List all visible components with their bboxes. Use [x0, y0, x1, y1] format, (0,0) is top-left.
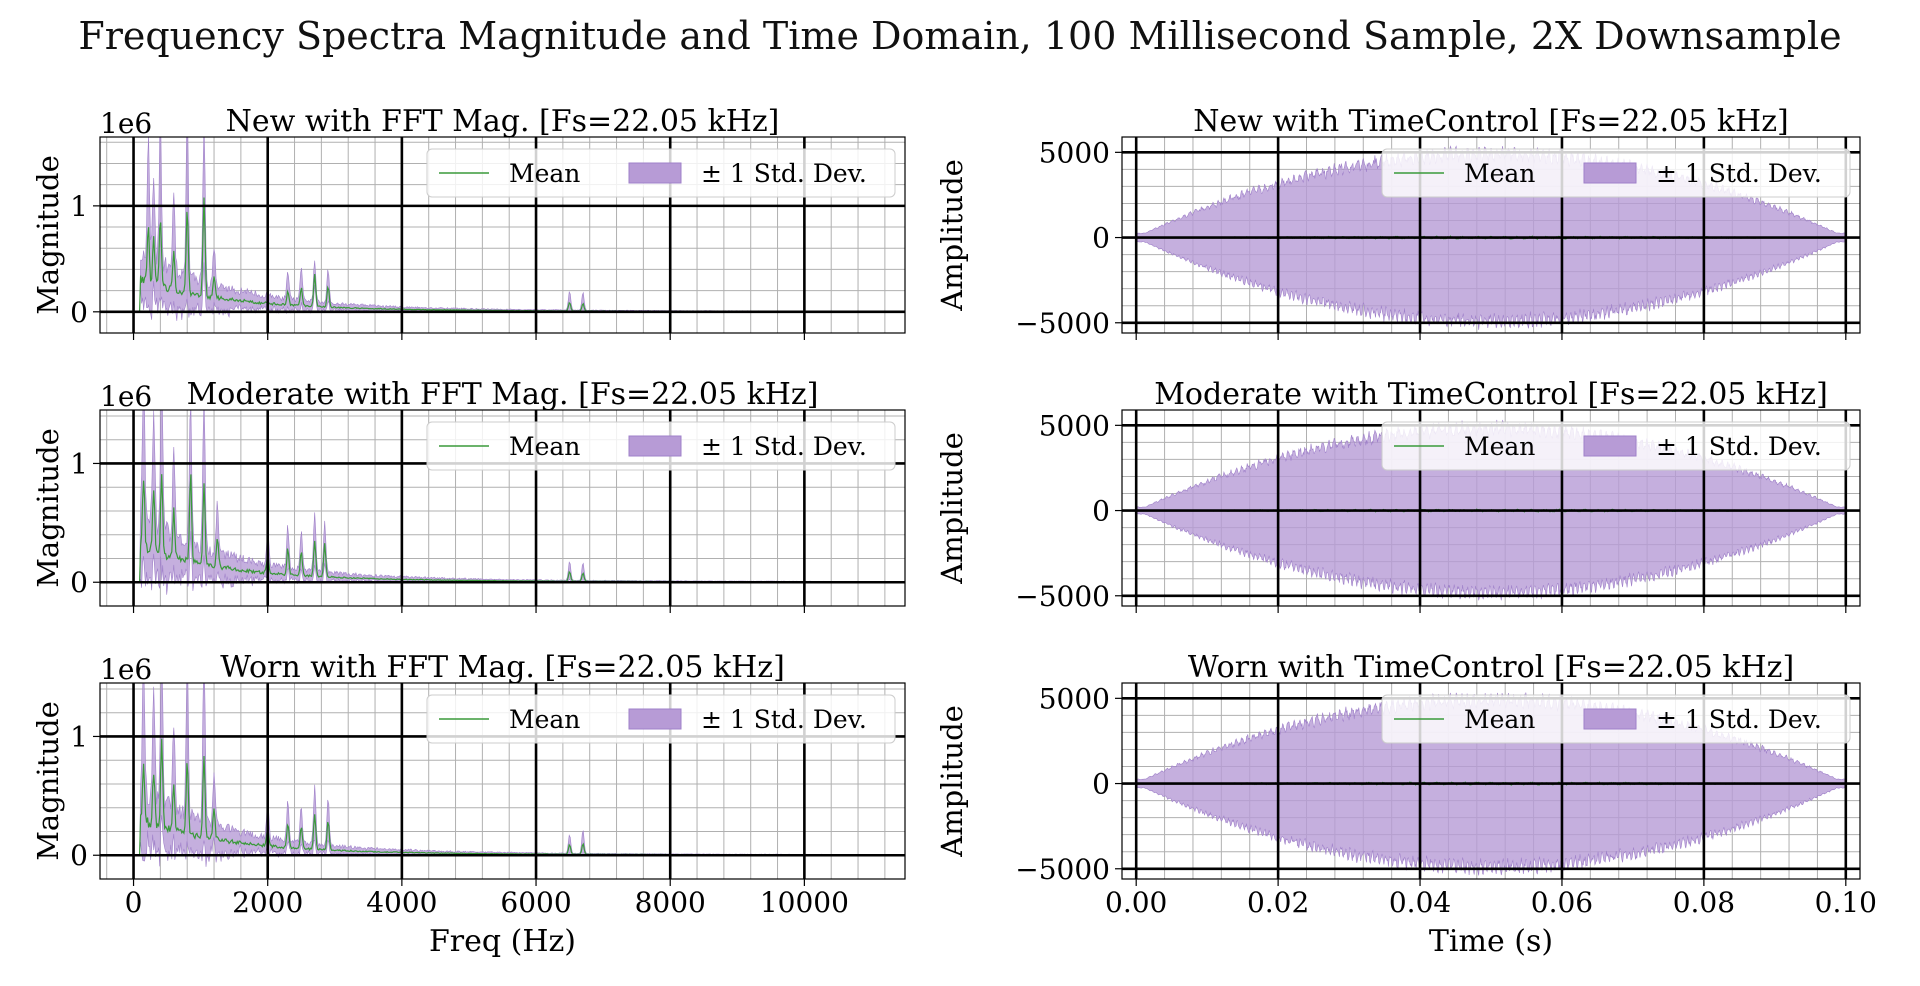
subplot-title: New with TimeControl [Fs=22.05 kHz] [1193, 104, 1788, 139]
x-tick-label: 0 [125, 886, 143, 919]
subplot-title: New with FFT Mag. [Fs=22.05 kHz] [226, 104, 780, 139]
axes-frame [99, 136, 906, 334]
legend: Mean ± 1 Std. Dev. [1381, 421, 1851, 471]
x-tick-label: 6000 [500, 886, 571, 919]
legend-std-label: ± 1 Std. Dev. [1656, 432, 1822, 461]
y-tick-label: 1 [70, 190, 88, 223]
legend-mean-label: Mean [509, 705, 580, 734]
legend-std-label: ± 1 Std. Dev. [1656, 159, 1822, 188]
legend-std-swatch [628, 435, 682, 457]
subplot-fft-moderate: 0 1 1e6 Moderate with FFT Mag. [Fs=22.05 kH… [31, 377, 906, 613]
figure-suptitle: Frequency Spectra Magnitude and Time Dom… [78, 14, 1842, 58]
x-tick-label: 2000 [232, 886, 303, 919]
legend-std-swatch [628, 162, 682, 184]
legend-mean-label: Mean [1464, 705, 1535, 734]
legend-mean-label: Mean [1464, 432, 1535, 461]
legend-std-swatch [1583, 708, 1637, 730]
subplot-time-new: −5000 0 5000 New with TimeControl [Fs=22.05… [935, 104, 1861, 340]
y-axis-label: Amplitude [935, 705, 969, 858]
y-offset-text: 1e6 [100, 107, 152, 140]
subplot-title: Moderate with FFT Mag. [Fs=22.05 kHz] [187, 377, 819, 412]
axes-frame [99, 682, 906, 880]
x-tick-label: 8000 [635, 886, 706, 919]
y-tick-label: 5000 [1039, 682, 1110, 715]
y-tick-label: 5000 [1039, 409, 1110, 442]
legend: Mean ± 1 Std. Dev. [1381, 694, 1851, 744]
axes-frame [99, 409, 906, 607]
legend-std-label: ± 1 Std. Dev. [701, 159, 867, 188]
y-axis-label: Magnitude [31, 155, 65, 315]
x-tick-label: 0.08 [1673, 886, 1735, 919]
legend-mean-label: Mean [509, 432, 580, 461]
y-axis-label: Amplitude [935, 432, 969, 585]
subplot-title: Worn with TimeControl [Fs=22.05 kHz] [1188, 650, 1794, 685]
y-offset-text: 1e6 [100, 653, 152, 686]
y-axis-label: Magnitude [31, 701, 65, 861]
legend-std-swatch [1583, 162, 1637, 184]
y-offset-text: 1e6 [100, 380, 152, 413]
legend: Mean ± 1 Std. Dev. [426, 421, 896, 471]
x-tick-label: 0.00 [1105, 886, 1167, 919]
legend-mean-label: Mean [1464, 159, 1535, 188]
y-tick-label: 0 [1092, 768, 1110, 801]
subplot-fft-worn: 0 2000 4000 6000 8000 10000 0 1 1e6 Worn with FFT… [31, 650, 906, 959]
y-tick-label: 0 [70, 839, 88, 872]
legend: Mean ± 1 Std. Dev. [1381, 148, 1851, 198]
y-tick-label: 5000 [1039, 136, 1110, 169]
legend-std-label: ± 1 Std. Dev. [1656, 705, 1822, 734]
y-tick-label: 0 [1092, 495, 1110, 528]
legend-std-swatch [1583, 435, 1637, 457]
grid-major [1122, 410, 1860, 606]
x-tick-label: 10000 [760, 886, 849, 919]
x-tick-label: 4000 [366, 886, 437, 919]
legend: Mean ± 1 Std. Dev. [426, 694, 896, 744]
y-tick-label: 1 [70, 720, 88, 753]
y-tick-label: 0 [70, 566, 88, 599]
legend-std-swatch [628, 708, 682, 730]
subplot-fft-new: 0 1 1e6 New with FFT Mag. [Fs=22.05 kHz] Mag… [31, 104, 906, 340]
subplot-time-worn: 0.00 0.02 0.04 0.06 0.08 0.10 −5000 0 5000 Worn w… [935, 650, 1877, 959]
legend: Mean ± 1 Std. Dev. [426, 148, 896, 198]
x-axis-label: Freq (Hz) [429, 924, 576, 959]
legend-std-label: ± 1 Std. Dev. [701, 705, 867, 734]
y-axis-label: Amplitude [935, 159, 969, 312]
axes-frame [1121, 136, 1861, 334]
y-tick-label: −5000 [1015, 853, 1110, 886]
x-axis-label: Time (s) [1429, 924, 1553, 959]
axes-frame [1121, 682, 1861, 880]
x-tick-label: 0.06 [1531, 886, 1593, 919]
y-tick-label: −5000 [1015, 307, 1110, 340]
y-tick-label: 1 [70, 447, 88, 480]
subplot-title: Worn with FFT Mag. [Fs=22.05 kHz] [220, 650, 785, 685]
x-tick-label: 0.04 [1389, 886, 1451, 919]
x-tick-label: 0.02 [1247, 886, 1309, 919]
axes-frame [1121, 409, 1861, 607]
subplot-title: Moderate with TimeControl [Fs=22.05 kHz] [1154, 377, 1828, 412]
y-tick-label: 0 [70, 296, 88, 329]
x-tick-label: 0.10 [1815, 886, 1877, 919]
legend-mean-label: Mean [509, 159, 580, 188]
subplot-time-moderate: −5000 0 5000 Moderate with TimeControl [Fs=… [935, 377, 1861, 613]
legend-std-label: ± 1 Std. Dev. [701, 432, 867, 461]
y-axis-label: Magnitude [31, 428, 65, 588]
y-tick-label: 0 [1092, 222, 1110, 255]
y-tick-label: −5000 [1015, 580, 1110, 613]
